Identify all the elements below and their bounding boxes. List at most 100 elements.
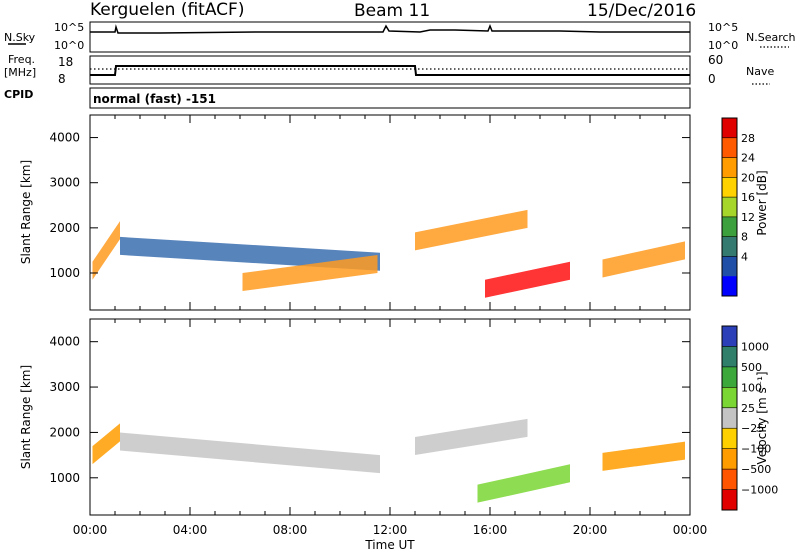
data-region-near-zero xyxy=(120,432,380,474)
power-x-ticks xyxy=(89,115,691,310)
velocity-y-label: Slant Range [km] xyxy=(19,365,33,469)
velocity-panel-frame xyxy=(89,318,691,516)
colorbar-tick-label: 500 xyxy=(741,361,762,374)
power-panel-frame xyxy=(89,114,691,311)
y-tick-label: 4000 xyxy=(49,131,80,145)
colorbar-tick-label: 28 xyxy=(741,132,755,145)
colorbar-tick-label: −100 xyxy=(741,443,771,456)
colorbar-tick-label: 8 xyxy=(741,231,748,244)
noise-right-label: N.Search xyxy=(746,31,796,44)
colorbar-tick-label: 4 xyxy=(741,250,748,263)
colorbar-swatch xyxy=(722,118,737,139)
colorbar-swatch xyxy=(722,387,737,409)
data-region-low xyxy=(120,236,380,271)
colorbar-swatch xyxy=(722,216,737,238)
x-tick-label: 08:00 xyxy=(273,523,308,537)
cpid-text: normal (fast) -151 xyxy=(93,92,216,106)
colorbar-swatch xyxy=(722,407,737,429)
noise-left-label: N.Sky xyxy=(4,31,36,44)
y-tick-label: 1000 xyxy=(49,471,80,485)
x-tick-label: 00:00 xyxy=(673,523,708,537)
cpid-panel-frame xyxy=(89,87,691,109)
data-region-high xyxy=(602,241,685,278)
data-region-negative xyxy=(92,423,120,465)
noise-sky-trace xyxy=(90,23,690,34)
colorbar-swatch xyxy=(722,276,737,297)
colorbar-swatch xyxy=(722,448,737,470)
colorbar-swatch xyxy=(722,326,737,347)
noise-left-tick-bottom: 10^0 xyxy=(54,39,84,52)
colorbar-tick-label: 20 xyxy=(741,171,755,184)
beam-title: Beam 11 xyxy=(354,1,430,21)
colorbar-frame xyxy=(721,325,738,511)
velocity-heatmap-regions xyxy=(92,418,685,503)
velocity-y-ticks: 1000 2000 3000 4000 xyxy=(49,335,690,485)
x-tick-label: 04:00 xyxy=(173,523,208,537)
noise-panel-frame xyxy=(89,21,691,53)
freq-tick-top: 18 xyxy=(58,55,73,69)
colorbar-tick-label: −25 xyxy=(741,422,764,435)
data-region-near-zero xyxy=(415,418,528,456)
time-axis-label: Time UT xyxy=(364,538,415,552)
data-region-max xyxy=(485,261,570,298)
power-colorbar-label: Power [dB] xyxy=(755,170,769,235)
colorbar-tick-label: 24 xyxy=(741,152,755,165)
velocity-x-ticks: 00:00 04:00 08:00 12:00 16:00 20:00 00:00 xyxy=(73,319,708,537)
colorbar-swatch xyxy=(722,256,737,277)
data-region-negative xyxy=(602,441,685,471)
noise-left-tick-top: 10^5 xyxy=(54,21,84,34)
nave-tick-bottom: 0 xyxy=(708,72,716,86)
colorbar-tick-label: −1000 xyxy=(741,484,778,497)
colorbar-swatch xyxy=(722,346,737,368)
station-title: Kerguelen (fitACF) xyxy=(90,0,244,20)
colorbar-tick-label: 16 xyxy=(741,191,755,204)
freq-label-line1: Freq. xyxy=(8,53,35,66)
power-colorbar: 28 24 20 16 12 8 4 xyxy=(721,117,755,297)
y-tick-label: 3000 xyxy=(49,380,80,394)
colorbar-swatch xyxy=(722,366,737,388)
x-tick-label: 16:00 xyxy=(473,523,508,537)
y-tick-label: 4000 xyxy=(49,335,80,349)
cpid-label: CPID xyxy=(4,88,33,101)
freq-panel-frame xyxy=(89,55,691,85)
frequency-trace xyxy=(90,65,690,76)
noise-right-tick-bottom: 10^0 xyxy=(708,39,738,52)
colorbar-frame xyxy=(721,117,738,297)
velocity-colorbar: 1000 500 100 25 −25 −100 −500 −1000 xyxy=(721,325,778,511)
colorbar-tick-label: −500 xyxy=(741,463,771,476)
colorbar-swatch xyxy=(722,236,737,257)
data-region-high xyxy=(92,221,120,280)
freq-tick-bottom: 8 xyxy=(58,72,66,86)
nave-tick-top: 60 xyxy=(708,53,723,67)
velocity-colorbar-label: Velocity [m s⁻¹] xyxy=(755,371,769,464)
y-tick-label: 1000 xyxy=(49,266,80,280)
power-y-ticks: 1000 2000 3000 4000 xyxy=(49,131,690,280)
freq-label-line2: [MHz] xyxy=(4,66,36,79)
colorbar-swatch xyxy=(722,157,737,178)
y-tick-label: 3000 xyxy=(49,176,80,190)
x-tick-label: 00:00 xyxy=(73,523,108,537)
colorbar-swatch xyxy=(722,197,737,218)
colorbar-swatch xyxy=(722,469,737,491)
data-region-high xyxy=(415,209,528,251)
power-heatmap-regions xyxy=(92,209,685,298)
x-tick-label: 20:00 xyxy=(573,523,608,537)
y-tick-label: 2000 xyxy=(49,425,80,439)
date-title: 15/Dec/2016 xyxy=(587,1,696,21)
colorbar-swatch xyxy=(722,177,737,198)
colorbar-tick-label: 1000 xyxy=(741,340,769,353)
colorbar-swatch xyxy=(722,137,737,159)
colorbar-swatch xyxy=(722,489,737,511)
colorbar-tick-label: 100 xyxy=(741,381,762,394)
colorbar-tick-label: 12 xyxy=(741,211,755,224)
nave-label: Nave xyxy=(746,65,774,78)
data-region-high xyxy=(242,254,378,292)
y-tick-label: 2000 xyxy=(49,221,80,235)
power-y-label: Slant Range [km] xyxy=(19,160,33,264)
data-region-positive xyxy=(477,464,570,503)
noise-right-tick-top: 10^5 xyxy=(708,21,738,34)
colorbar-swatch xyxy=(722,428,737,450)
colorbar-tick-label: 25 xyxy=(741,402,755,415)
x-tick-label: 12:00 xyxy=(373,523,408,537)
